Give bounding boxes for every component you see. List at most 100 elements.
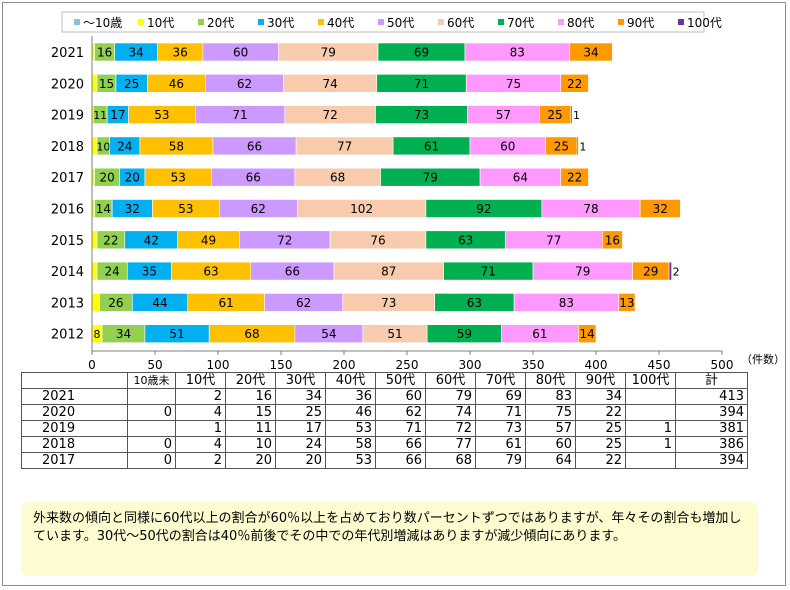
category-label-2012: 2012 — [51, 328, 84, 343]
data-label-2020-s5: 62 — [237, 77, 252, 91]
table-cell: 15 — [225, 404, 276, 421]
legend-label-7: 70代 — [507, 16, 534, 30]
table-cell: 58 — [325, 436, 376, 453]
table-cell: 2 — [175, 452, 226, 469]
data-label-2012-s3: 51 — [169, 327, 184, 341]
table-cell: 0 — [127, 452, 176, 469]
legend-swatch-2 — [198, 19, 204, 25]
data-label-2015-s3: 42 — [144, 233, 159, 247]
data-label-2012-s4: 68 — [244, 327, 259, 341]
data-label-2012-s9: 14 — [580, 327, 595, 341]
table-cell: 1 — [625, 436, 676, 453]
table-cell — [625, 452, 676, 469]
data-label-2018-s8: 60 — [500, 139, 515, 153]
table-cell: 2 — [175, 388, 226, 405]
data-label-2019-s4: 53 — [154, 108, 169, 122]
data-label-2016-s7: 92 — [476, 202, 491, 216]
data-label-2013-s9: 13 — [619, 296, 634, 310]
table-header-cell: 10代 — [175, 372, 226, 389]
data-label-2021-s8: 83 — [510, 46, 525, 60]
data-label-2021-s2: 16 — [97, 46, 112, 60]
legend-swatch-3 — [258, 19, 264, 25]
data-label-2015-s5: 72 — [277, 233, 292, 247]
category-label-2014: 2014 — [51, 265, 84, 280]
table-cell: 61 — [475, 436, 526, 453]
table-row-year: 2017 — [21, 452, 128, 469]
data-label-2015-s7: 63 — [458, 233, 473, 247]
category-label-2013: 2013 — [51, 296, 84, 311]
table-header-cell: 40代 — [325, 372, 376, 389]
data-label-2014-s3: 35 — [142, 265, 157, 279]
data-label-2015-s4: 49 — [201, 233, 216, 247]
data-label-2013-s5: 62 — [296, 296, 311, 310]
table-cell: 24 — [275, 436, 326, 453]
legend-swatch-6 — [438, 19, 444, 25]
data-label-2018-s10: 1 — [579, 140, 586, 153]
commentary-note: 外来数の傾向と同様に60代以上の割合が60％以上を占めており数パーセントずつでは… — [21, 502, 758, 576]
category-label-2021: 2021 — [51, 46, 84, 61]
legend-swatch-4 — [318, 19, 324, 25]
data-label-2014-s4: 63 — [203, 265, 218, 279]
table-cell: 394 — [675, 452, 748, 469]
table-cell — [127, 388, 176, 405]
table-row: 2017 0 2 20 20 53 66 68 79 64 22 394 — [21, 452, 748, 469]
data-label-2021-s3: 34 — [128, 46, 143, 60]
table-header-cell: 100代 — [625, 372, 676, 389]
data-label-2016-s8: 78 — [583, 202, 598, 216]
table-cell: 34 — [575, 388, 626, 405]
table-cell: 16 — [225, 388, 276, 405]
table-row-year: 2021 — [21, 388, 128, 405]
legend-swatch-5 — [378, 19, 384, 25]
bar-2015-s9 — [601, 230, 623, 250]
data-label-2012-s8: 61 — [532, 327, 547, 341]
table-cell: 25 — [275, 404, 326, 421]
table-cell: 25 — [575, 420, 626, 437]
data-label-2013-s7: 63 — [467, 296, 482, 310]
legend-label-0: ～10歳 — [83, 16, 122, 30]
table-cell: 68 — [425, 452, 476, 469]
data-label-2021-s4: 36 — [173, 46, 188, 60]
data-label-2019-s6: 72 — [322, 108, 337, 122]
table-header-cell: 20代 — [225, 372, 276, 389]
data-label-2013-s8: 83 — [559, 296, 574, 310]
table-cell: 71 — [475, 404, 526, 421]
data-label-2017-s9: 22 — [567, 171, 582, 185]
table-header-cell: 60代 — [425, 372, 476, 389]
table-corner-cell — [21, 372, 128, 389]
data-label-2017-s5: 66 — [246, 171, 261, 185]
bar-2018-s10 — [576, 136, 579, 156]
data-label-2016-s4: 53 — [178, 202, 193, 216]
x-tick-label-500: 500 — [711, 358, 734, 370]
data-label-2013-s6: 73 — [381, 296, 396, 310]
legend-swatch-9 — [618, 19, 624, 25]
data-label-2014-s8: 79 — [575, 265, 590, 279]
data-label-2019-s5: 71 — [232, 108, 247, 122]
data-label-2014-s6: 87 — [381, 265, 396, 279]
table-cell: 413 — [675, 388, 748, 405]
bar-2019-s10 — [570, 105, 573, 124]
x-tick-label-350: 350 — [522, 358, 545, 370]
table-row-year: 2018 — [21, 436, 128, 453]
data-label-2018-s7: 61 — [424, 139, 439, 153]
table-row: 2019 1 11 17 53 71 72 73 57 25 1 381 — [21, 420, 748, 437]
data-label-2017-s4: 53 — [171, 171, 186, 185]
table-cell: 77 — [425, 436, 476, 453]
table-cell: 4 — [175, 404, 226, 421]
data-label-2018-s6: 77 — [337, 139, 352, 153]
table-cell: 57 — [525, 420, 576, 437]
data-label-2017-s8: 64 — [513, 171, 528, 185]
data-label-2013-s4: 61 — [219, 296, 234, 310]
bar-2014-s10 — [668, 261, 672, 281]
x-tick-label-450: 450 — [648, 358, 671, 370]
legend-swatch-0 — [74, 19, 80, 25]
table-cell: 75 — [525, 404, 576, 421]
data-label-2013-s3: 44 — [152, 296, 167, 310]
table-cell: 69 — [475, 388, 526, 405]
data-label-2021-s7: 69 — [414, 46, 429, 60]
table-cell: 34 — [275, 388, 326, 405]
data-label-2012-s6: 51 — [387, 327, 402, 341]
table-row-year: 2019 — [21, 420, 128, 437]
table-cell: 36 — [325, 388, 376, 405]
table-cell: 22 — [575, 452, 626, 469]
legend-swatch-10 — [678, 19, 684, 25]
